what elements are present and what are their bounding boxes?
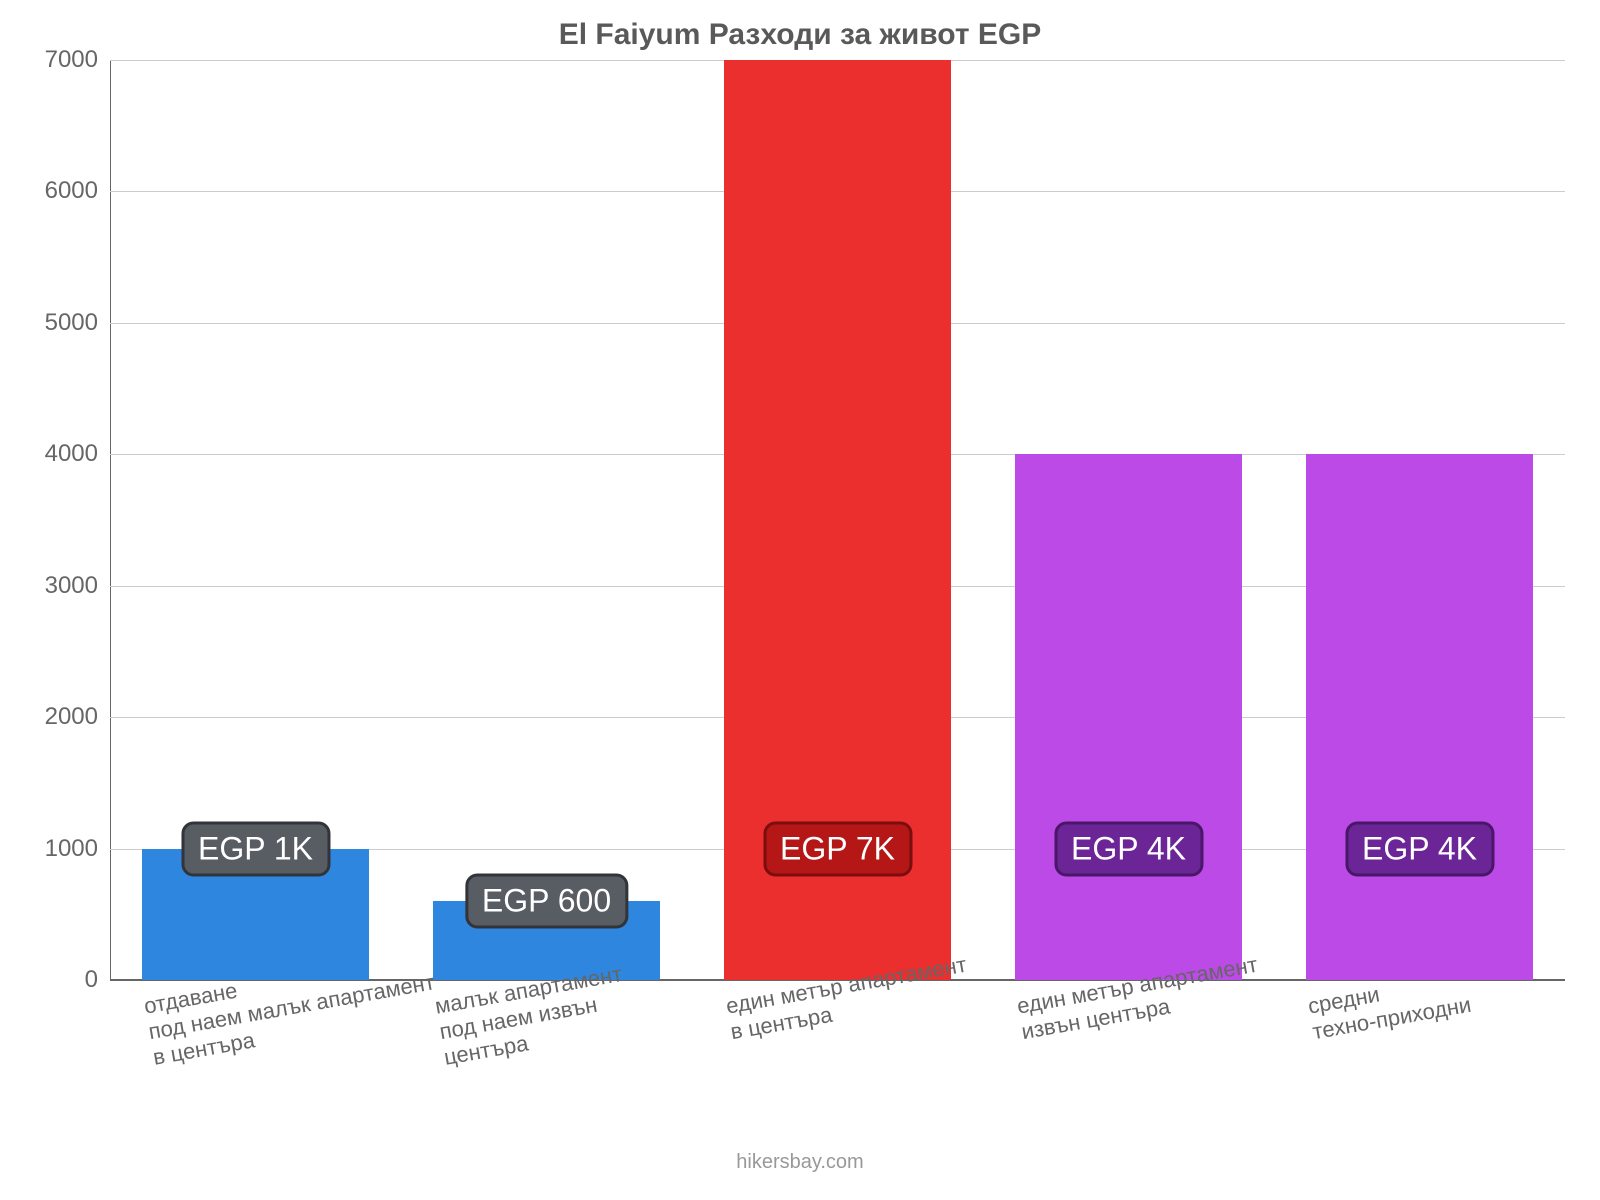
bar-value-badge: EGP 1K (181, 821, 330, 876)
y-tick-label: 7000 (45, 46, 98, 74)
y-tick-label: 0 (85, 966, 98, 994)
y-tick-label: 2000 (45, 703, 98, 731)
chart-container: El Faiyum Разходи за живот EGP 010002000… (0, 0, 1600, 1200)
y-tick-label: 5000 (45, 309, 98, 337)
y-tick-label: 3000 (45, 572, 98, 600)
plot-area: 01000200030004000500060007000EGP 1Kотдав… (110, 60, 1565, 980)
y-axis-line (110, 60, 111, 980)
chart-title: El Faiyum Разходи за живот EGP (0, 18, 1600, 52)
bar-value-badge: EGP 7K (763, 821, 912, 876)
bar-value-badge: EGP 600 (465, 874, 628, 929)
y-tick-label: 1000 (45, 835, 98, 863)
attribution-text: hikersbay.com (0, 1151, 1600, 1174)
bar-value-badge: EGP 4K (1054, 821, 1203, 876)
bar (1306, 454, 1533, 980)
bar-value-badge: EGP 4K (1345, 821, 1494, 876)
y-tick-label: 4000 (45, 440, 98, 468)
bar (1015, 454, 1242, 980)
y-tick-label: 6000 (45, 177, 98, 205)
